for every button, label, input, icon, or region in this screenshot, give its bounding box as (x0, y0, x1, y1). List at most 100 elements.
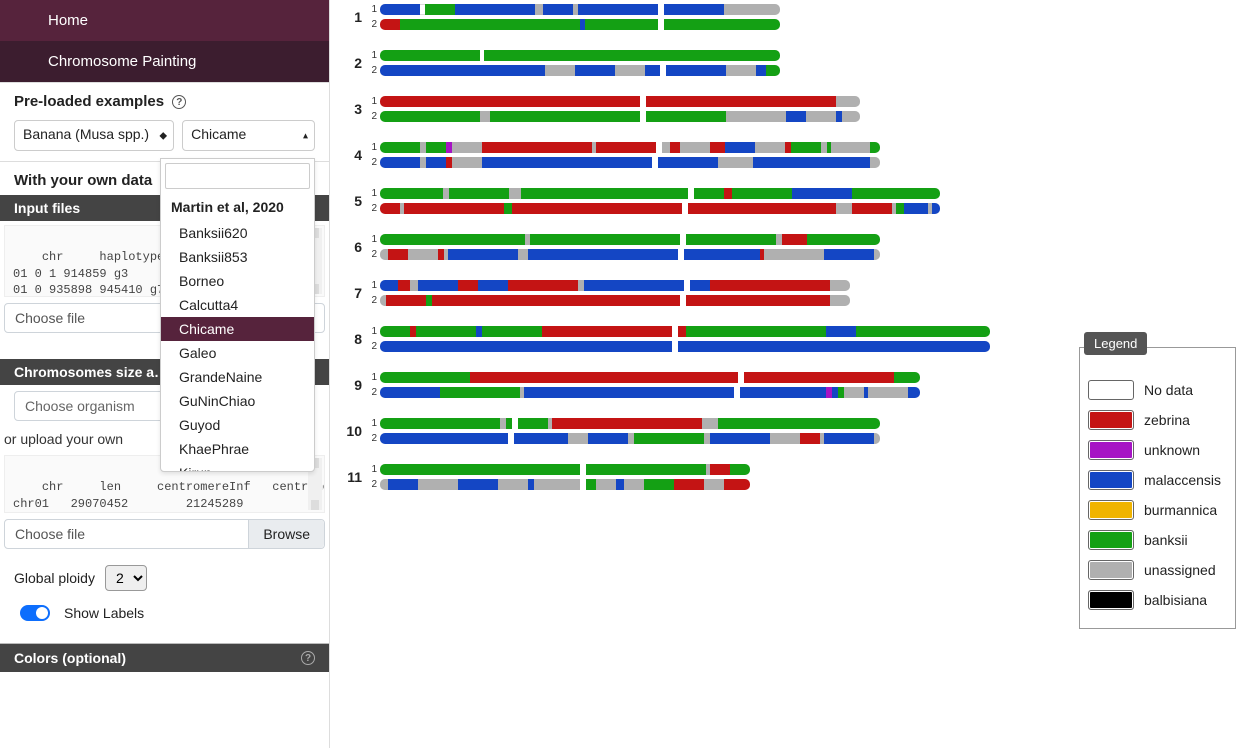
chromosome-bar (380, 50, 780, 61)
legend-label: burmannica (1144, 502, 1217, 518)
legend-row: burmannica (1088, 500, 1227, 520)
chromosome-row: 512 (338, 186, 1078, 216)
legend-label: zebrina (1144, 412, 1190, 428)
chromosome-number: 2 (338, 55, 368, 71)
haplotype-index: 1 (368, 280, 380, 291)
chromosome-row: 112 (338, 2, 1078, 32)
haplotype-index: 2 (368, 341, 380, 352)
legend-swatch (1088, 440, 1134, 460)
chromosome-row: 212 (338, 48, 1078, 78)
legend-label: unassigned (1144, 562, 1216, 578)
chromosome-row: 41 2 (338, 140, 1078, 170)
legend-label: balbisiana (1144, 592, 1207, 608)
dropdown-item[interactable]: Banksii620 (161, 221, 314, 245)
caret-icon: ◆ (159, 130, 167, 141)
browse-file-input[interactable]: Choose file Browse (4, 519, 325, 549)
dropdown-item[interactable]: GrandeNaine (161, 365, 314, 389)
ploidy-label: Global ploidy (14, 570, 95, 586)
chromosome-row: 101 2 (338, 416, 1078, 446)
legend-swatch (1088, 590, 1134, 610)
chromosome-bar (380, 111, 860, 122)
chromosome-row: 1112 (338, 462, 1078, 492)
dropdown-group-label: Martin et al, 2020 (161, 193, 314, 221)
legend-row: unknown (1088, 440, 1227, 460)
chromosome-row: 812 (338, 324, 1078, 354)
show-labels-toggle[interactable] (20, 605, 50, 621)
haplotype-index: 1 (368, 96, 380, 107)
chromosome-bar (380, 157, 880, 168)
legend-row: malaccensis (1088, 470, 1227, 490)
dropdown-item[interactable]: Banksii853 (161, 245, 314, 269)
dropdown-item[interactable]: Chicame (161, 317, 314, 341)
help-icon[interactable]: ? (172, 95, 186, 109)
haplotype-index: 2 (368, 295, 380, 306)
legend-title: Legend (1084, 332, 1147, 355)
chromosome-number: 10 (338, 423, 368, 439)
haplotype-index: 1 (368, 372, 380, 383)
chromosome-number: 3 (338, 101, 368, 117)
legend-swatch (1088, 560, 1134, 580)
chromosome-bar (380, 203, 940, 214)
haplotype-index: 1 (368, 50, 380, 61)
legend-row: No data (1088, 380, 1227, 400)
chromosome-bar (380, 433, 880, 444)
example-select[interactable]: Chicame ▴ (182, 120, 315, 151)
dropdown-list[interactable]: Martin et al, 2020Banksii620Banksii853Bo… (161, 193, 314, 471)
legend-swatch (1088, 470, 1134, 490)
chromosome-number: 7 (338, 285, 368, 301)
haplotype-index: 1 (368, 418, 380, 429)
chromosome-bar (380, 372, 920, 383)
chromosome-bar (380, 234, 880, 245)
nav: Home Chromosome Painting (0, 0, 329, 82)
browse-button[interactable]: Browse (248, 520, 324, 548)
ploidy-select[interactable]: 2 (105, 565, 147, 591)
chromosome-row: 71 2 (338, 278, 1078, 308)
chromosome-bar (380, 249, 880, 260)
chromosome-bar (380, 188, 940, 199)
haplotype-index: 2 (368, 433, 380, 444)
legend-label: unknown (1144, 442, 1200, 458)
dropdown-item[interactable]: Galeo (161, 341, 314, 365)
haplotype-index: 2 (368, 65, 380, 76)
dropdown-item[interactable]: GuNinChiao (161, 389, 314, 413)
nav-home[interactable]: Home (0, 0, 329, 41)
dropdown-item[interactable]: Borneo (161, 269, 314, 293)
haplotype-index: 1 (368, 142, 380, 153)
dropdown-item[interactable]: KhaePhrae (161, 437, 314, 461)
organism-select[interactable]: Banana (Musa spp.) ◆ (14, 120, 174, 151)
chromosome-row: 312 (338, 94, 1078, 124)
chromosome-number: 4 (338, 147, 368, 163)
chromosome-number: 9 (338, 377, 368, 393)
chromosome-bar (380, 4, 780, 15)
legend-swatch (1088, 380, 1134, 400)
legend-swatch (1088, 410, 1134, 430)
dropdown-item[interactable]: Calcutta4 (161, 293, 314, 317)
colors-header: Colors (optional) ? (0, 643, 329, 672)
legend-row: unassigned (1088, 560, 1227, 580)
preloaded-header: Pre-loaded examples ? (0, 82, 329, 116)
legend-swatch (1088, 530, 1134, 550)
haplotype-index: 2 (368, 249, 380, 260)
nav-chromosome-painting[interactable]: Chromosome Painting (0, 41, 329, 82)
chromosome-bar (380, 96, 860, 107)
haplotype-index: 1 (368, 4, 380, 15)
haplotype-index: 2 (368, 19, 380, 30)
dropdown-item[interactable]: Guyod (161, 413, 314, 437)
show-labels-label: Show Labels (64, 605, 144, 621)
legend-label: No data (1144, 382, 1193, 398)
chromosome-number: 5 (338, 193, 368, 209)
example-dropdown: Martin et al, 2020Banksii620Banksii853Bo… (160, 158, 315, 472)
chromosome-number: 11 (338, 469, 368, 485)
chromosome-row: 612 (338, 232, 1078, 262)
legend-swatch (1088, 500, 1134, 520)
chromosome-number: 1 (338, 9, 368, 25)
dropdown-search-input[interactable] (165, 163, 310, 189)
chromosome-bar (380, 479, 750, 490)
dropdown-item[interactable]: Kirun (161, 461, 314, 471)
haplotype-index: 1 (368, 464, 380, 475)
legend-label: banksii (1144, 532, 1188, 548)
help-icon[interactable]: ? (301, 651, 315, 665)
haplotype-index: 2 (368, 157, 380, 168)
haplotype-index: 2 (368, 387, 380, 398)
haplotype-index: 1 (368, 234, 380, 245)
